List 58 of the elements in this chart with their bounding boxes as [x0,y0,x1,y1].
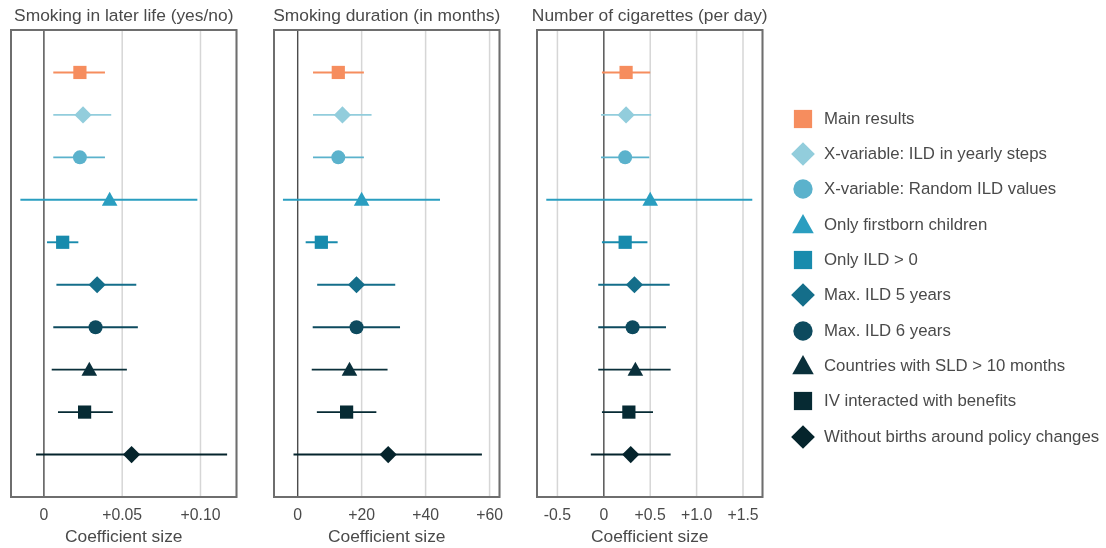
x-tick-label: +60 [476,506,504,524]
x-axis-title: Coefficient size [64,526,183,546]
point [627,361,644,376]
point [341,361,358,376]
point [331,65,345,80]
point [619,65,633,80]
legend-label: X-variable: ILD in yearly steps [824,144,1047,165]
legend-label: IV interacted with benefits [824,391,1017,412]
legend-label: X-variable: Random ILD values [824,179,1057,200]
point [617,106,635,124]
legend-label: Max. ILD 6 years [824,320,951,341]
legend-label: Main results [824,108,915,129]
chart-title: Smoking duration (in months) [272,5,502,25]
x-tick-label: -0.5 [543,506,572,524]
point [618,235,632,249]
point [618,150,633,165]
point [625,320,640,335]
point [331,150,346,165]
legend-label: Countries with SLD > 10 months [824,356,1066,377]
chart-title: Smoking in later life (yes/no) [13,5,235,25]
point [333,106,352,124]
point [379,445,397,464]
x-axis-title: Coefficient size [327,526,446,546]
x-tick-label: 0 [293,506,303,524]
x-tick-label: +1.0 [681,506,713,524]
point [101,191,118,206]
x-tick-label: +0.10 [180,506,221,524]
x-axis-title: Coefficient size [590,526,709,546]
point [78,405,92,419]
legend-label: Only firstborn children [824,214,988,235]
point [642,191,659,206]
point [349,320,364,335]
x-tick-label: +1.5 [727,506,759,524]
point [73,65,87,80]
point [625,276,644,294]
legend-label: Without births around policy changes [824,426,1100,447]
point [81,361,98,376]
x-tick-label: +20 [348,506,376,524]
chart-title: Number of cigarettes (per day) [530,5,769,25]
point [88,276,106,294]
point [88,320,103,335]
x-tick-label: 0 [599,506,609,524]
legend-label: Only ILD > 0 [824,250,918,271]
legend-label: Max. ILD 5 years [824,285,951,306]
point [122,445,141,464]
point [622,445,640,464]
point [72,150,87,165]
point [314,235,328,249]
point [74,106,92,124]
point [340,405,354,419]
point [347,276,366,294]
x-tick-label: 0 [39,506,49,524]
x-tick-label: +0.5 [634,506,667,524]
x-tick-label: +40 [412,506,440,524]
point [353,191,370,206]
x-tick-label: +0.05 [102,506,143,524]
point [56,235,70,249]
point [622,405,636,419]
